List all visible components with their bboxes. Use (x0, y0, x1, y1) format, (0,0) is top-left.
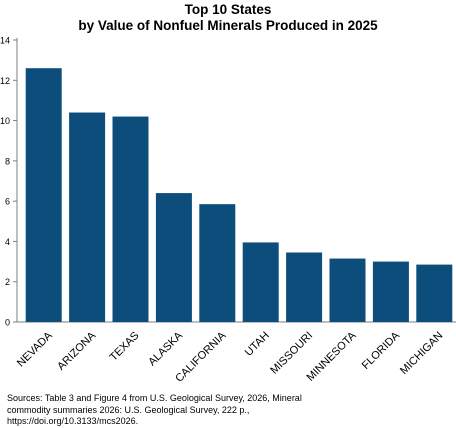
y-tick-label: 14 (0, 36, 10, 46)
bar-florida (372, 261, 409, 322)
chart-title-line-1: Top 10 States (184, 2, 272, 17)
x-tick-label: MISSOURI (268, 330, 315, 377)
y-tick-label: 12 (0, 76, 10, 86)
y-tick-label: 10 (0, 116, 10, 126)
bar-nevada (25, 68, 62, 322)
y-tick-label: 4 (5, 237, 10, 247)
x-tick-label: ALASKA (146, 329, 185, 368)
bar-texas (112, 116, 149, 323)
bar-minnesota (329, 258, 366, 322)
bar-utah (242, 242, 279, 322)
bar-alaska (155, 193, 192, 322)
y-tick-label: 6 (5, 197, 10, 207)
x-tick-label: TEXAS (108, 330, 142, 364)
x-tick-label: ARIZONA (55, 329, 99, 373)
source-note: Sources: Table 3 and Figure 4 from U.S. … (7, 393, 302, 426)
y-tick-label: 8 (5, 156, 10, 166)
x-tick-label: FLORIDA (360, 329, 403, 372)
x-tick-label: UTAH (243, 330, 272, 359)
chart-title-line-2: by Value of Nonfuel Minerals Produced in… (78, 18, 378, 33)
x-tick-label: NEVADA (15, 329, 55, 369)
chart-title: Top 10 States by Value of Nonfuel Minera… (0, 2, 456, 34)
bar-michigan (416, 264, 453, 322)
x-tick-label: MICHIGAN (398, 330, 445, 377)
y-tick-label: 0 (5, 318, 10, 328)
bar-missouri (286, 252, 323, 322)
bar-arizona (69, 112, 106, 322)
y-tick-label: 2 (5, 277, 10, 287)
bar-california (199, 204, 236, 322)
